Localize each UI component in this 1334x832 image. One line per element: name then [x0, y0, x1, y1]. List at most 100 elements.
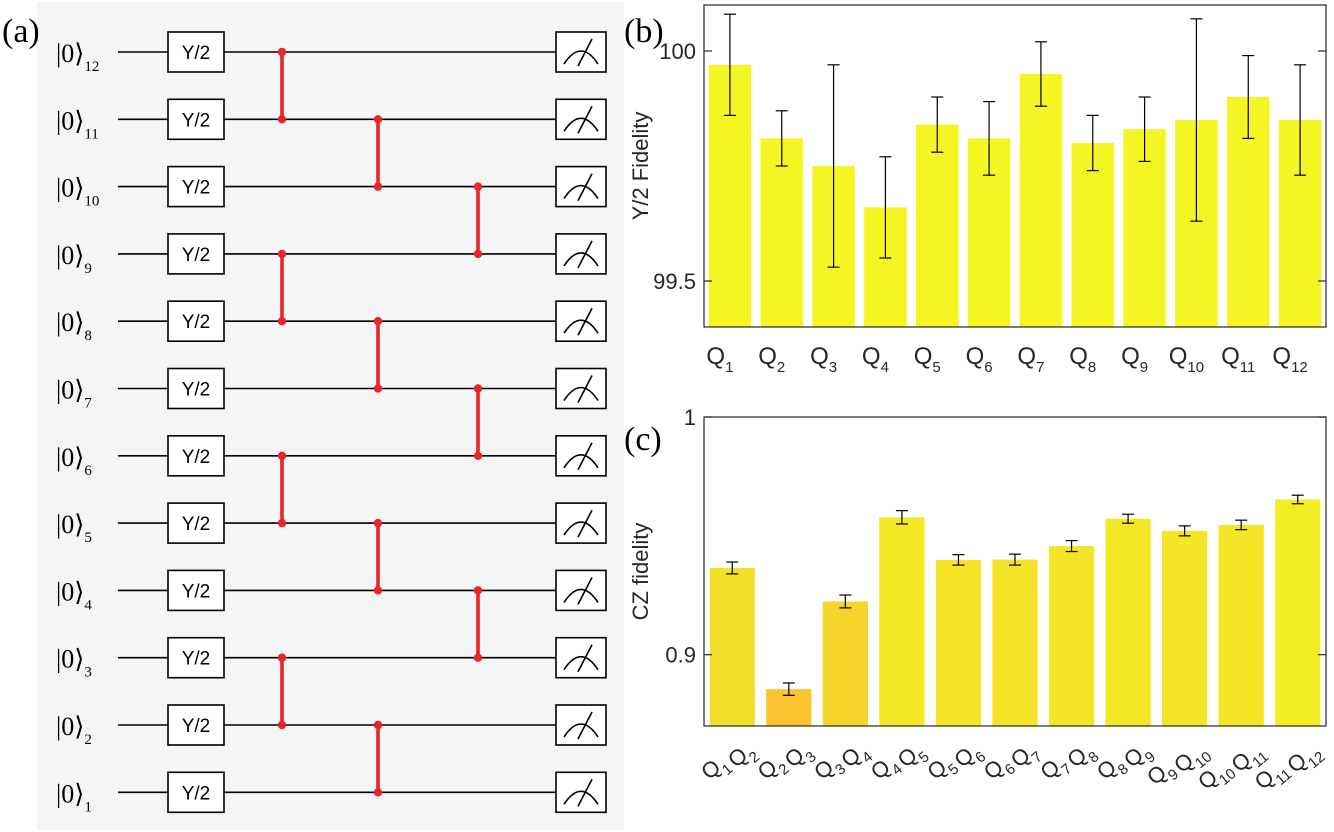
cz-target-dot [473, 653, 483, 662]
cz-target-dot [277, 518, 287, 528]
x-tick-label: Q6 [966, 343, 993, 376]
measurement-box [555, 233, 607, 275]
qubit-label: |0⟩1 [56, 779, 92, 815]
cz-control-dot [373, 115, 383, 124]
meter-arc-icon [563, 723, 599, 738]
q-letter: Q [966, 343, 985, 370]
meter-needle-icon [577, 375, 593, 403]
measurement-box [555, 636, 607, 679]
qubit-index: 12 [84, 59, 99, 75]
meter-needle-icon [577, 644, 593, 673]
q-letter: Q [1221, 343, 1240, 370]
y2-gate-label: Y/2 [182, 380, 211, 401]
y2-gate-label: Y/2 [182, 178, 211, 199]
x-tick-label: Q4 [862, 343, 889, 376]
meter-arc-icon [563, 184, 599, 200]
measurement-box [555, 771, 607, 814]
measurement-box [555, 98, 607, 141]
cz-control-dot [277, 47, 287, 57]
y2-gate [167, 31, 225, 73]
meter-needle-icon [577, 711, 593, 740]
q-subscript: 2 [777, 359, 785, 376]
meter-arc-icon [563, 588, 599, 603]
cz-target-dot [373, 788, 383, 797]
q-letter: Q [1069, 343, 1088, 370]
meter-needle-icon [577, 577, 593, 605]
y-axis-label: Y/2 Fidelity [628, 112, 653, 221]
bar [1162, 530, 1208, 726]
qubit-label: |0⟩4 [56, 577, 92, 613]
y2-gate [167, 771, 225, 814]
y2-gate [167, 165, 225, 208]
bar [992, 559, 1038, 726]
x-tick-label: Q3 [810, 343, 837, 376]
meter-needle-icon [577, 442, 593, 471]
measurement-box [555, 165, 607, 208]
y2-gate-label: Y/2 [182, 783, 211, 804]
y2-gate-label: Y/2 [182, 312, 211, 333]
y2-gate-label: Y/2 [182, 245, 211, 266]
q-subscript: 3 [829, 359, 837, 376]
quantum-circuit: |0⟩12Y/2|0⟩11Y/2|0⟩10Y/2|0⟩9Y/2|0⟩8Y/2|0… [56, 31, 607, 815]
qubit-label: |0⟩2 [56, 712, 92, 748]
ket-text: |0⟩ [56, 106, 84, 135]
x-tick-label: Q3Q4 [809, 731, 876, 796]
x-tick-label: Q10 [1169, 343, 1204, 376]
meter-arc-icon [563, 50, 599, 65]
ket-text: |0⟩ [56, 577, 84, 606]
axes-frame [703, 4, 1327, 328]
meter-arc-icon [563, 319, 599, 334]
ket-text: |0⟩ [56, 39, 84, 68]
cz-target-dot [473, 249, 483, 259]
cz-target-dot [277, 317, 287, 326]
meter-needle-icon [577, 509, 593, 538]
measurement-box [555, 569, 607, 612]
ket-text: |0⟩ [56, 510, 84, 539]
bar [915, 124, 959, 327]
q-letter: Q [1121, 343, 1140, 370]
y2-gate-label: Y/2 [182, 110, 211, 131]
qubit-index: 11 [84, 126, 98, 142]
q-letter: Q [862, 343, 881, 370]
q-subscript: 11 [1240, 359, 1256, 376]
meter-arc-icon [563, 790, 599, 805]
meter-needle-icon [577, 240, 593, 269]
cz-control-dot [473, 182, 483, 191]
qubit-index: 7 [84, 396, 92, 412]
x-tick-label: Q9 [1121, 343, 1148, 376]
x-tick-label: Q7 [1017, 343, 1044, 376]
ket-text: |0⟩ [56, 308, 84, 337]
x-tick-label: Q8 [1069, 343, 1096, 376]
qubit-label: |0⟩10 [56, 174, 99, 210]
qubit-index: 1 [84, 799, 92, 815]
bar [822, 601, 868, 726]
bar [1123, 129, 1166, 327]
x-tick-label: Q2Q3 [753, 731, 820, 796]
meter-needle-icon [577, 105, 593, 134]
x-tick-label: Q4Q5 [866, 731, 933, 796]
y2-gate [167, 233, 225, 275]
y2-gate-label: Y/2 [182, 43, 211, 64]
qubit-index: 4 [84, 597, 92, 613]
cz-control-dot [373, 720, 383, 730]
y2-gate [167, 636, 225, 679]
bar [1048, 546, 1095, 726]
bar [1071, 143, 1115, 327]
qubit-label: |0⟩12 [56, 39, 99, 75]
qubit-index: 8 [84, 328, 92, 344]
ket-text: |0⟩ [56, 645, 84, 674]
bar [1019, 74, 1063, 327]
ket-text: |0⟩ [56, 712, 84, 741]
bar [935, 559, 982, 726]
cz-target-dot [277, 720, 287, 730]
cz-target-dot [373, 182, 383, 191]
cz-control-dot [277, 653, 287, 662]
q-subscript: 6 [984, 359, 992, 376]
y2-gate [167, 502, 225, 544]
qubit-label: |0⟩6 [56, 443, 92, 479]
y-tick-label: 1 [684, 405, 696, 430]
x-tick-label: Q1 [706, 343, 733, 376]
measurement-box [555, 502, 607, 544]
q-letter: Q [706, 343, 725, 370]
